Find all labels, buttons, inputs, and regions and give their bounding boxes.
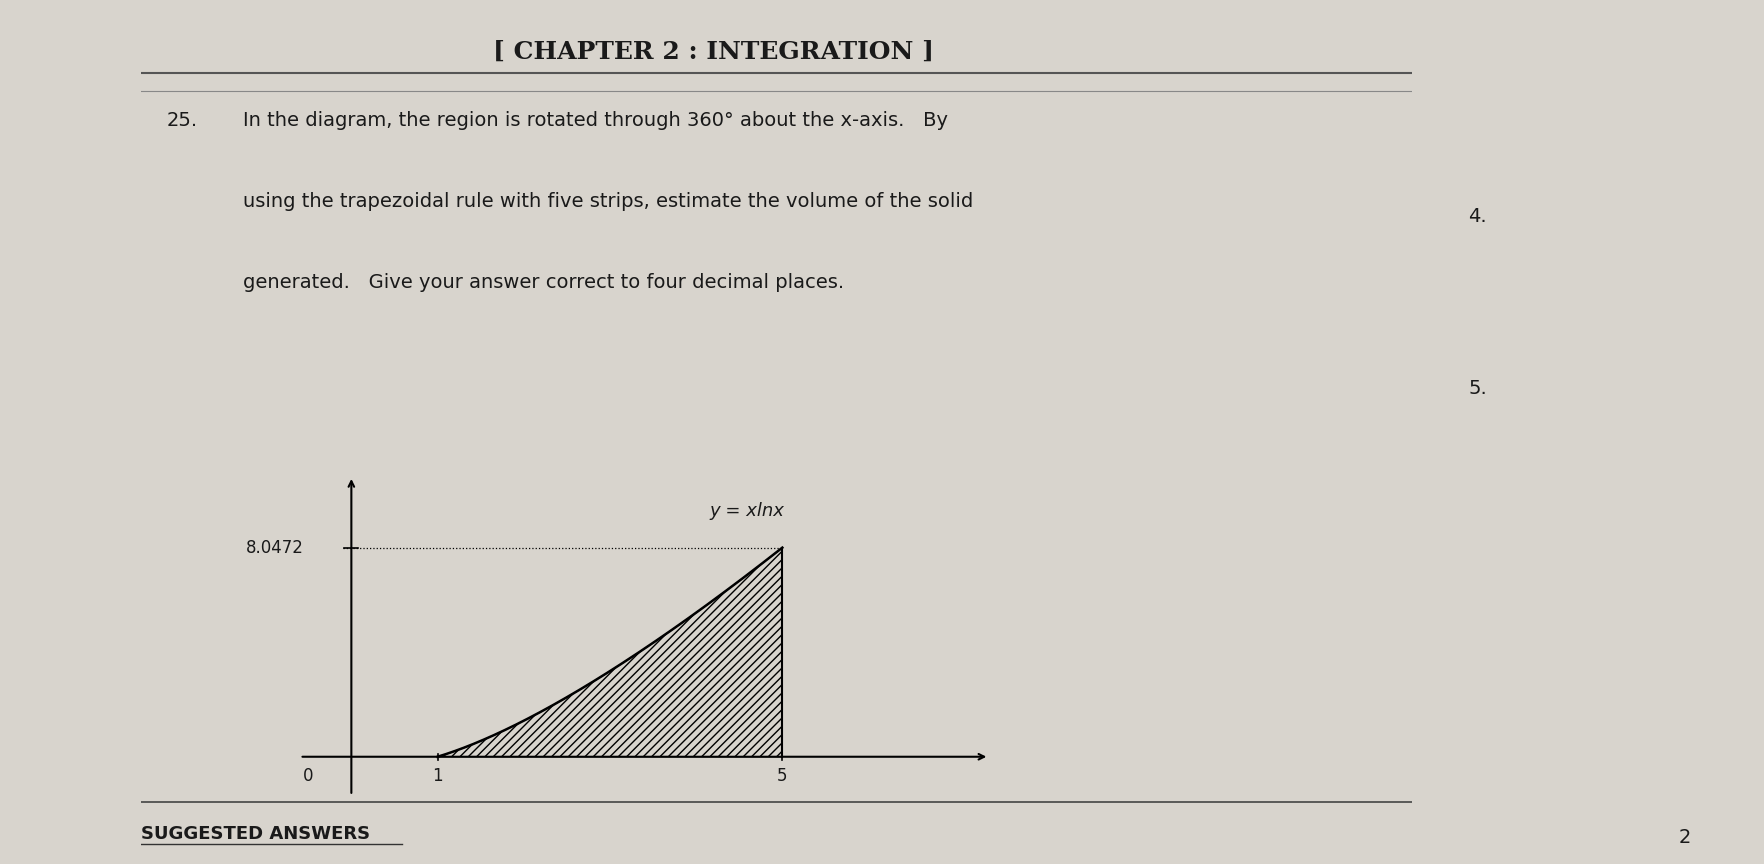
Text: 2: 2 — [1678, 828, 1690, 847]
Text: In the diagram, the region is rotated through 360° about the x-axis.   By: In the diagram, the region is rotated th… — [243, 111, 947, 130]
Text: SUGGESTED ANSWERS: SUGGESTED ANSWERS — [141, 825, 370, 843]
Text: 0: 0 — [303, 767, 314, 785]
Text: 4.: 4. — [1468, 206, 1487, 226]
Text: 5: 5 — [776, 767, 787, 785]
Text: 8.0472: 8.0472 — [245, 538, 303, 556]
Text: generated.   Give your answer correct to four decimal places.: generated. Give your answer correct to f… — [243, 273, 843, 292]
Text: 25.: 25. — [166, 111, 198, 130]
Text: using the trapezoidal rule with five strips, estimate the volume of the solid: using the trapezoidal rule with five str… — [243, 192, 972, 211]
Text: 5.: 5. — [1468, 379, 1487, 398]
Text: y = xlnx: y = xlnx — [709, 502, 783, 520]
Text: [ CHAPTER 2 : INTEGRATION ]: [ CHAPTER 2 : INTEGRATION ] — [492, 40, 933, 63]
Text: 1: 1 — [432, 767, 443, 785]
